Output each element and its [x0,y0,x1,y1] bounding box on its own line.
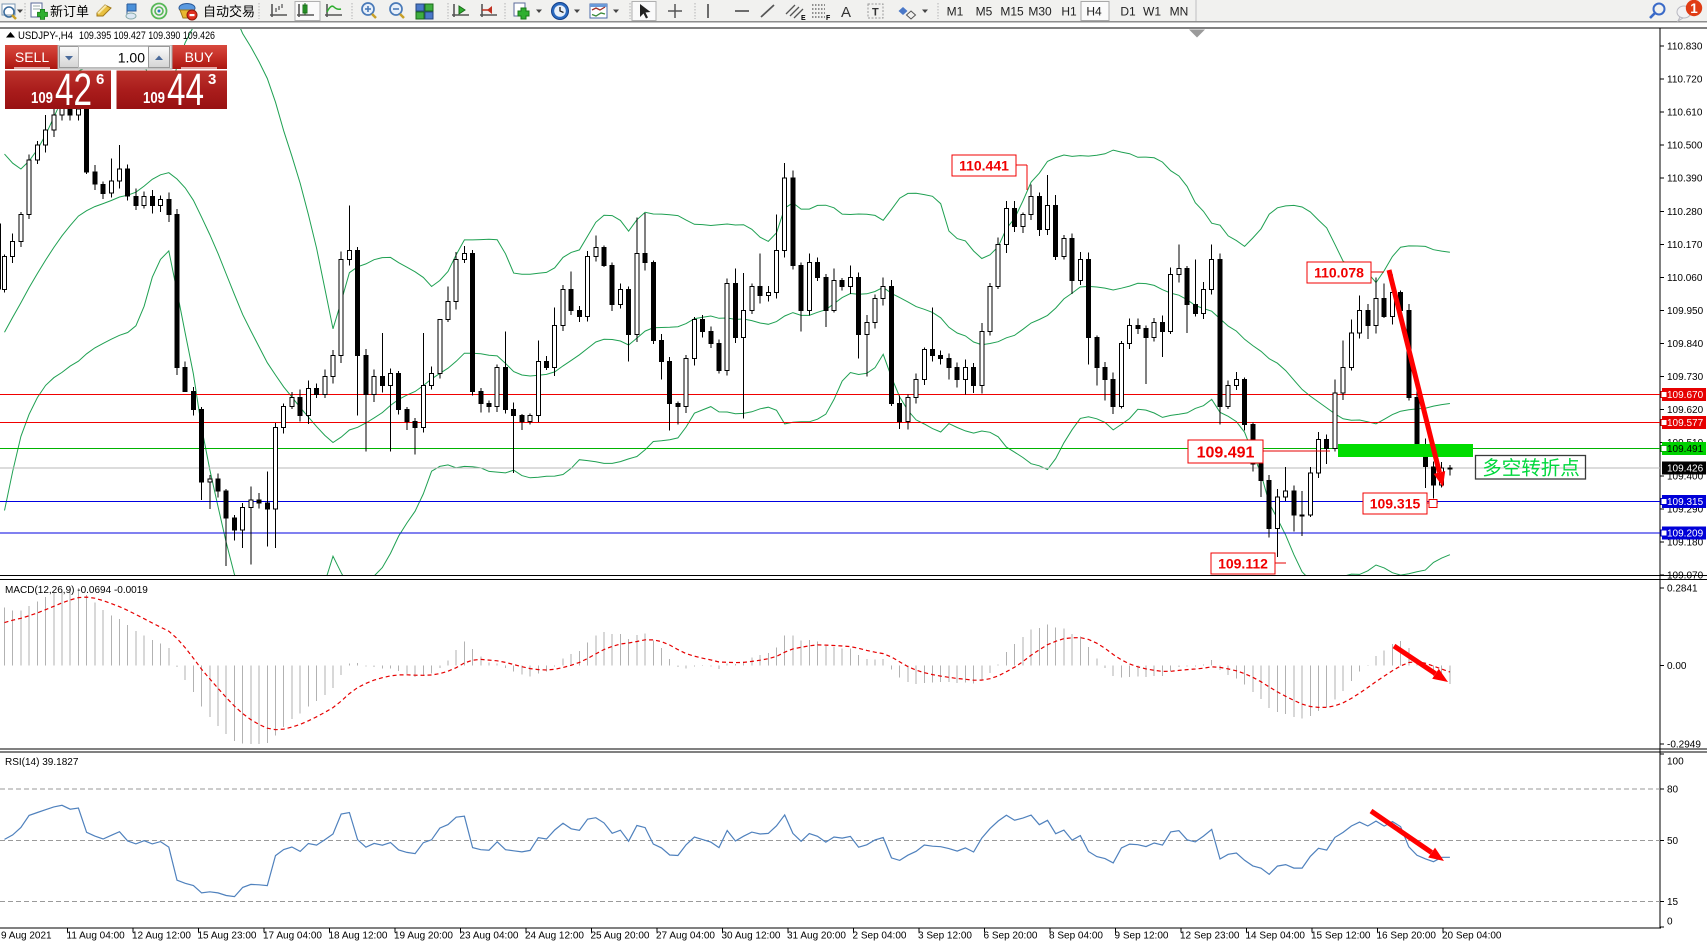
svg-text:25 Aug 20:00: 25 Aug 20:00 [591,931,650,942]
svg-text:109.577: 109.577 [1667,418,1704,429]
svg-text:109.315: 109.315 [1370,496,1421,512]
svg-text:T: T [872,7,879,19]
svg-text:9 Sep 12:00: 9 Sep 12:00 [1115,931,1169,942]
svg-text:自动交易: 自动交易 [203,4,255,19]
svg-text:W1: W1 [1143,5,1161,19]
svg-text:H4: H4 [1086,5,1102,19]
svg-text:109.315: 109.315 [1667,497,1704,508]
svg-text:109.209: 109.209 [1667,529,1704,540]
svg-text:110.830: 110.830 [1667,42,1703,53]
svg-text:15: 15 [1667,897,1679,908]
svg-text:15 Aug 23:00: 15 Aug 23:00 [198,931,257,942]
svg-text:A: A [841,4,851,21]
svg-text:9 Aug 2021: 9 Aug 2021 [1,931,52,942]
svg-text:109.491: 109.491 [1197,444,1255,461]
svg-text:6 Sep 20:00: 6 Sep 20:00 [984,931,1038,942]
svg-text:MACD(12,26,9) -0.0694 -0.0019: MACD(12,26,9) -0.0694 -0.0019 [5,585,148,596]
svg-text:100: 100 [1667,757,1684,768]
svg-text:11 Aug 04:00: 11 Aug 04:00 [67,931,126,942]
svg-text:109.070: 109.070 [1667,571,1704,582]
svg-text:27 Aug 04:00: 27 Aug 04:00 [656,931,715,942]
svg-text:8 Sep 04:00: 8 Sep 04:00 [1049,931,1103,942]
svg-text:17 Aug 04:00: 17 Aug 04:00 [263,931,322,942]
svg-text:109.840: 109.840 [1667,339,1704,350]
svg-text:M5: M5 [976,5,993,19]
svg-text:109.180: 109.180 [1667,537,1704,548]
svg-text:109.395 109.427 109.390 109.42: 109.395 109.427 109.390 109.426 [79,30,215,42]
svg-text:110.610: 110.610 [1667,108,1703,119]
svg-text:110.500: 110.500 [1667,141,1703,152]
svg-text:109.426: 109.426 [1667,464,1704,475]
svg-text:110.280: 110.280 [1667,207,1703,218]
svg-text:M1: M1 [947,5,964,19]
svg-text:新订单: 新订单 [50,4,89,19]
svg-text:30 Aug 12:00: 30 Aug 12:00 [722,931,781,942]
svg-text:12 Sep 23:00: 12 Sep 23:00 [1180,931,1240,942]
svg-text:14 Sep 04:00: 14 Sep 04:00 [1246,931,1306,942]
svg-text:0.2841: 0.2841 [1667,584,1698,595]
svg-text:3 Sep 12:00: 3 Sep 12:00 [918,931,972,942]
svg-text:2 Sep 04:00: 2 Sep 04:00 [853,931,907,942]
svg-text:0.00: 0.00 [1667,661,1687,672]
svg-text:109.670: 109.670 [1667,390,1704,401]
svg-text:MN: MN [1170,5,1189,19]
svg-text:F: F [826,15,831,22]
svg-text:31 Aug 20:00: 31 Aug 20:00 [787,931,846,942]
svg-text:109.620: 109.620 [1667,405,1704,416]
svg-text:110.060: 110.060 [1667,273,1703,284]
svg-text:20 Sep 04:00: 20 Sep 04:00 [1442,931,1502,942]
svg-text:E: E [801,15,806,22]
svg-text:80: 80 [1667,784,1679,795]
svg-text:42: 42 [55,64,92,111]
svg-text:18 Aug 12:00: 18 Aug 12:00 [329,931,388,942]
svg-text:H1: H1 [1061,5,1077,19]
svg-text:BUY: BUY [185,49,214,65]
svg-text:110.441: 110.441 [959,158,1009,174]
svg-text:109.950: 109.950 [1667,306,1704,317]
svg-text:15 Sep 12:00: 15 Sep 12:00 [1311,931,1371,942]
svg-text:1: 1 [1690,1,1698,16]
svg-text:3: 3 [208,71,216,88]
svg-text:M30: M30 [1028,5,1052,19]
svg-text:M15: M15 [1000,5,1024,19]
svg-text:109.400: 109.400 [1667,471,1704,482]
svg-text:0: 0 [1667,917,1673,928]
svg-text:109.491: 109.491 [1667,444,1704,455]
svg-text:多空转折点: 多空转折点 [1482,458,1580,480]
svg-text:1.00: 1.00 [118,50,145,66]
svg-text:110.390: 110.390 [1667,174,1703,185]
svg-text:12 Aug 12:00: 12 Aug 12:00 [132,931,191,942]
svg-text:110.170: 110.170 [1667,240,1703,251]
svg-text:110.720: 110.720 [1667,75,1703,86]
svg-text:23 Aug 04:00: 23 Aug 04:00 [460,931,519,942]
svg-text:109: 109 [31,90,53,107]
svg-text:19 Aug 20:00: 19 Aug 20:00 [394,931,453,942]
svg-text:109: 109 [143,90,165,107]
svg-text:24 Aug 12:00: 24 Aug 12:00 [525,931,584,942]
svg-text:109.730: 109.730 [1667,372,1704,383]
svg-text:109.290: 109.290 [1667,504,1704,515]
svg-text:16 Sep 20:00: 16 Sep 20:00 [1377,931,1437,942]
svg-text:D1: D1 [1120,5,1136,19]
svg-text:50: 50 [1667,836,1679,847]
svg-text:RSI(14) 39.1827: RSI(14) 39.1827 [5,757,79,768]
svg-text:44: 44 [167,64,204,111]
svg-text:USDJPY-,H4: USDJPY-,H4 [18,30,73,42]
svg-text:SELL: SELL [15,49,49,65]
svg-text:-0.2949: -0.2949 [1667,740,1701,751]
svg-text:6: 6 [96,71,104,88]
svg-text:110.078: 110.078 [1314,265,1364,281]
svg-text:109.112: 109.112 [1218,556,1268,572]
